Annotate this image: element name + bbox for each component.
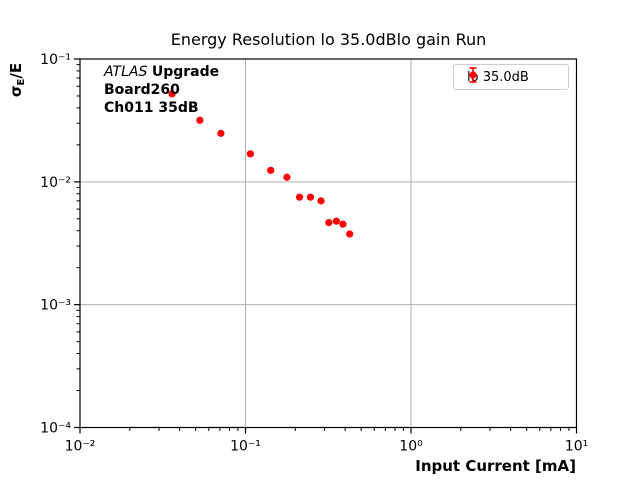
ylabel-rest: /E — [7, 62, 25, 79]
annotation-line2: Board260 — [104, 82, 180, 98]
y-tick-label: 10⁻⁴ — [40, 421, 71, 437]
legend-label: lo 35.0dB — [467, 69, 529, 85]
y-axis-label: σE/E — [7, 20, 27, 140]
data-point — [317, 197, 325, 205]
data-point — [306, 193, 315, 201]
data-point — [267, 166, 275, 174]
data-point — [332, 217, 340, 225]
data-point — [196, 116, 204, 124]
legend: lo 35.0dB — [453, 64, 569, 90]
data-point — [346, 230, 354, 238]
plot-border — [79, 58, 578, 429]
x-tick-label: 10⁻² — [65, 439, 96, 455]
annotation-upgrade: Upgrade — [151, 64, 220, 80]
x-axis-label: Input Current [mA] — [415, 457, 576, 475]
data-point — [339, 220, 347, 228]
data-point — [295, 193, 304, 201]
x-tick-label: 10⁻¹ — [230, 439, 261, 455]
x-tick-label: 10¹ — [565, 439, 588, 455]
ylabel-subscript: E — [16, 78, 27, 86]
x-tick-label: 10⁰ — [399, 439, 423, 455]
annotation-line1: ATLAS Upgrade — [104, 63, 219, 81]
data-point — [168, 90, 176, 98]
annotation-atlas: ATLAS — [104, 64, 148, 80]
data-point — [246, 150, 254, 158]
annotation-line3: Ch011 35dB — [104, 100, 199, 116]
data-point — [283, 173, 291, 181]
ylabel-sigma: σ — [7, 85, 25, 98]
legend-errorbar-marker — [469, 67, 477, 83]
annotation-block: ATLAS Upgrade Board260 Ch011 35dB — [104, 63, 219, 117]
data-point — [217, 129, 225, 137]
chart-title: Energy Resolution lo 35.0dBlo gain Run — [170, 30, 487, 49]
data-point — [325, 218, 333, 227]
y-tick-label: 10⁻³ — [40, 298, 71, 314]
y-tick-label: 10⁻² — [40, 175, 71, 191]
y-tick-label: 10⁻¹ — [40, 52, 71, 68]
